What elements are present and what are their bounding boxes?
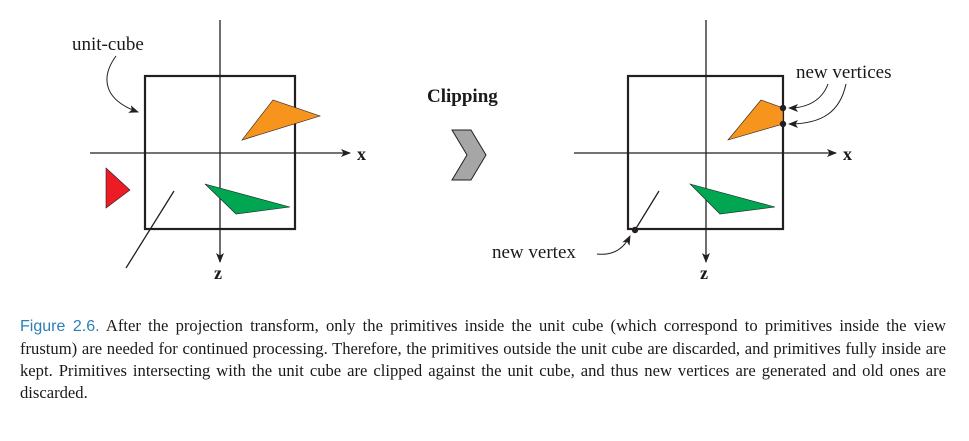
clipping-diagram: x z unit-cube Clipping x z (72, 20, 891, 283)
left-x-axis-label: x (357, 144, 366, 164)
unit-cube-label: unit-cube (72, 34, 144, 55)
right-x-axis-label: x (843, 144, 852, 164)
right-z-axis-label: z (700, 263, 708, 283)
left-z-axis-label: z (214, 263, 222, 283)
caption-label: Figure 2.6. (20, 318, 100, 335)
clipping-label: Clipping (427, 86, 498, 107)
red-triangle (105, 167, 131, 209)
right-diagram: x z new vertices new vertex (492, 20, 891, 283)
green-triangle (204, 183, 291, 215)
new-vertex-dot-bottom (779, 120, 787, 128)
green-triangle-kept (688, 183, 776, 215)
left-diagram: x z unit-cube (72, 20, 366, 283)
new-vertices-label: new vertices (796, 62, 891, 83)
new-vertices-callout-top (788, 83, 829, 112)
line-primitive (125, 190, 175, 269)
figure-caption: Figure 2.6. After the projection transfo… (20, 315, 946, 404)
new-vertex-dot-line (631, 226, 639, 234)
new-vertex-dot-top (779, 104, 787, 112)
clipping-arrow-icon (451, 129, 487, 181)
caption-text: After the projection transform, only the… (20, 316, 947, 402)
clipping-step: Clipping (427, 86, 498, 181)
clipped-line-primitive (634, 190, 660, 231)
new-vertex-callout (596, 235, 631, 255)
new-vertices-callout-bottom (788, 83, 847, 128)
orange-triangle (241, 99, 321, 141)
unit-cube-callout (106, 55, 139, 113)
clipped-orange-polygon (727, 99, 784, 141)
new-vertex-label: new vertex (492, 242, 576, 263)
